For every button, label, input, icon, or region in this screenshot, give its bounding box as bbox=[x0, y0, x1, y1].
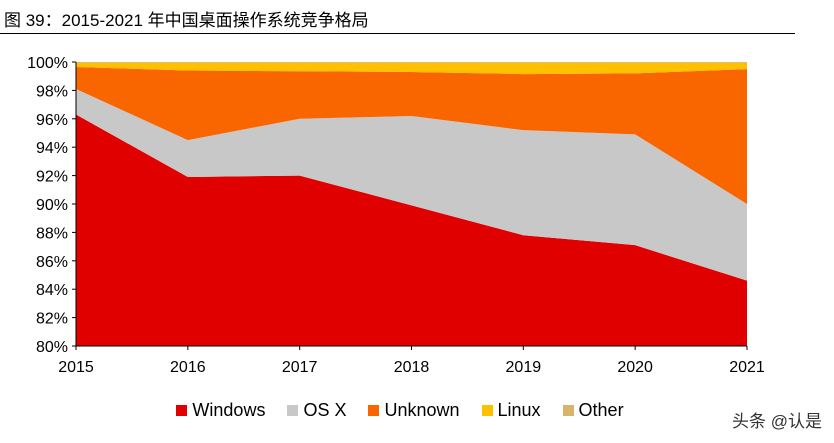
area-unknown bbox=[76, 66, 747, 204]
x-tick-label: 2019 bbox=[506, 359, 542, 376]
legend-swatch bbox=[368, 405, 380, 416]
legend-label: OS X bbox=[303, 400, 347, 420]
y-tick-label: 98% bbox=[36, 83, 68, 100]
legend-item-linux: Linux bbox=[481, 400, 541, 421]
y-tick-label: 86% bbox=[36, 254, 68, 271]
legend-swatch bbox=[562, 405, 574, 416]
x-tick-label: 2018 bbox=[394, 359, 430, 376]
y-tick-label: 96% bbox=[36, 112, 68, 129]
y-tick-label: 100% bbox=[27, 55, 68, 72]
watermark: 头条 @认是 bbox=[732, 412, 822, 431]
title-rule bbox=[0, 33, 795, 34]
legend-item-unknown: Unknown bbox=[368, 400, 460, 421]
legend-label: Unknown bbox=[384, 400, 460, 420]
legend-item-os-x: OS X bbox=[287, 400, 346, 421]
legend-swatch bbox=[176, 405, 188, 416]
y-tick-label: 94% bbox=[36, 140, 68, 157]
y-tick-label: 92% bbox=[36, 169, 68, 186]
x-tick-label: 2015 bbox=[58, 359, 94, 376]
y-tick-label: 80% bbox=[36, 339, 68, 356]
y-tick-label: 84% bbox=[36, 282, 68, 299]
legend-swatch bbox=[287, 405, 299, 416]
legend: Windows OS X Unknown Linux Other bbox=[0, 400, 817, 421]
legend-swatch bbox=[481, 405, 493, 416]
area-linux bbox=[76, 62, 747, 75]
legend-item-other: Other bbox=[562, 400, 624, 421]
x-tick-label: 2020 bbox=[617, 359, 653, 376]
y-tick-label: 82% bbox=[36, 311, 68, 328]
chart-title: 图 39：2015-2021 年中国桌面操作系统竞争格局 bbox=[4, 11, 369, 30]
legend-label: Linux bbox=[497, 400, 541, 420]
legend-label: Windows bbox=[192, 400, 266, 420]
legend-item-windows: Windows bbox=[176, 400, 265, 421]
area-os-x bbox=[76, 88, 747, 281]
x-tick-label: 2016 bbox=[170, 359, 206, 376]
x-tick-label: 2021 bbox=[729, 359, 765, 376]
y-tick-label: 90% bbox=[36, 197, 68, 214]
y-tick-label: 88% bbox=[36, 225, 68, 242]
area-other bbox=[76, 62, 747, 63]
area-windows bbox=[76, 114, 747, 346]
x-tick-label: 2017 bbox=[282, 359, 318, 376]
legend-label: Other bbox=[578, 400, 624, 420]
